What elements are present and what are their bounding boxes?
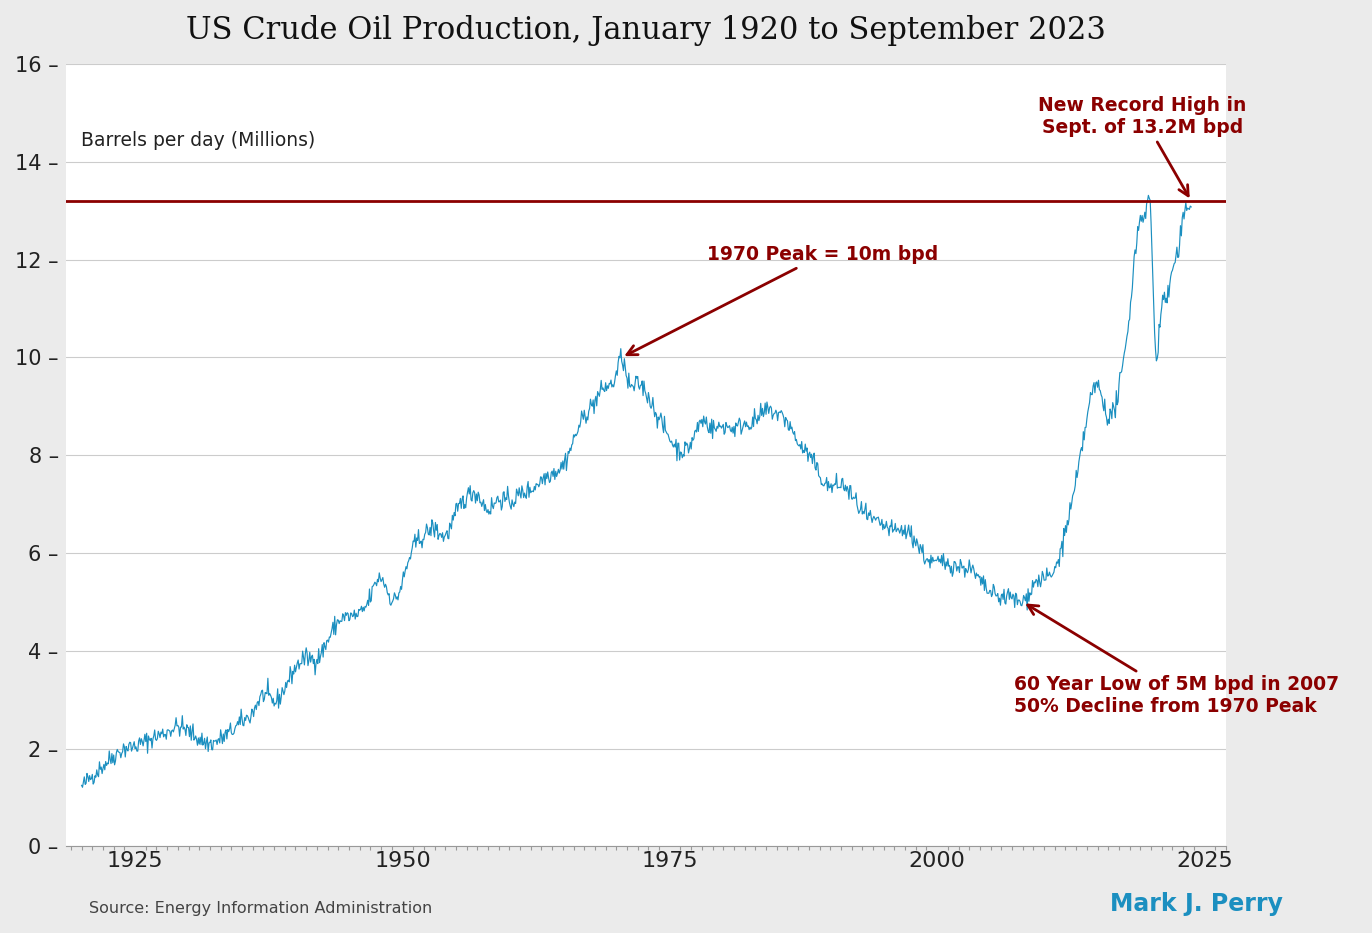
Text: 1970 Peak = 10m bpd: 1970 Peak = 10m bpd	[627, 245, 938, 355]
Text: Barrels per day (Millions): Barrels per day (Millions)	[81, 131, 316, 149]
Text: Source: Energy Information Administration: Source: Energy Information Administratio…	[89, 901, 432, 916]
Text: 60 Year Low of 5M bpd in 2007
50% Decline from 1970 Peak: 60 Year Low of 5M bpd in 2007 50% Declin…	[1014, 605, 1339, 717]
Text: Mark J. Perry: Mark J. Perry	[1110, 892, 1283, 916]
Title: US Crude Oil Production, January 1920 to September 2023: US Crude Oil Production, January 1920 to…	[185, 15, 1106, 46]
Text: New Record High in
Sept. of 13.2M bpd: New Record High in Sept. of 13.2M bpd	[1039, 96, 1247, 196]
